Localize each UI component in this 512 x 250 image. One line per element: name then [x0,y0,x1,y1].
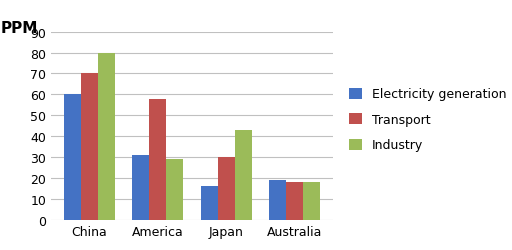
Bar [150,99,166,220]
Bar [303,182,320,220]
Bar [132,156,150,220]
Bar [98,53,115,220]
Bar [64,95,81,220]
Bar [286,182,303,220]
Legend: Electricity generation, Transport, Industry: Electricity generation, Transport, Indus… [349,88,506,152]
Bar [81,74,98,220]
Text: PPM: PPM [1,21,38,36]
Bar [234,130,252,220]
Bar [269,180,286,220]
Bar [201,187,218,220]
Bar [166,160,183,220]
Bar [218,158,234,220]
